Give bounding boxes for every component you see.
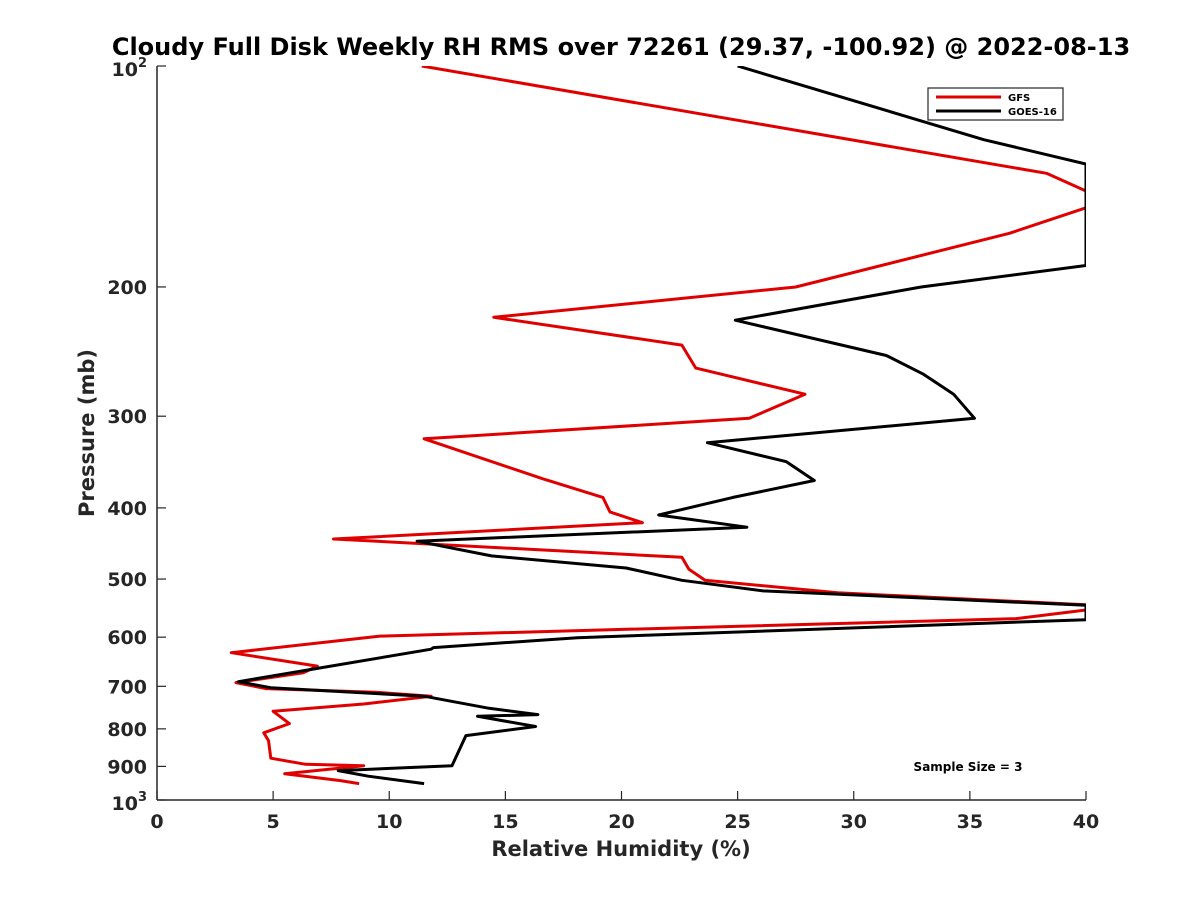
y-tick-label: 600 <box>107 627 147 649</box>
series-line-gfs <box>229 66 1086 786</box>
y-tick-label: 900 <box>107 756 147 778</box>
y-tick-label: 500 <box>107 569 147 591</box>
y-tick-label: 102 <box>112 56 148 81</box>
legend-entry-label: GFS <box>1008 93 1030 104</box>
axes: 0 5 10 15 20 25 30 35 40 102 200 300 400 500 600 700 800… <box>107 56 1099 833</box>
x-tick-label: 15 <box>492 811 518 833</box>
x-tick-label: 30 <box>841 811 867 833</box>
series-line-goes-16 <box>236 66 1086 786</box>
x-axis-label: Relative Humidity (%) <box>491 837 750 861</box>
y-tick-label: 700 <box>107 676 147 698</box>
y-tick-label: 800 <box>107 719 147 741</box>
y-tick-label: 200 <box>107 277 147 299</box>
x-tick-label: 25 <box>724 811 750 833</box>
legend-entry-label: GOES-16 <box>1008 107 1057 118</box>
legend-box <box>927 87 1064 121</box>
legend: GFS GOES-16 <box>927 87 1064 121</box>
y-axis-label: Pressure (mb) <box>75 349 99 517</box>
x-tick-label: 40 <box>1073 811 1099 833</box>
x-tick-label: 35 <box>957 811 983 833</box>
y-tick-label: 400 <box>107 498 147 520</box>
sample-size-annotation: Sample Size = 3 <box>914 760 1023 774</box>
series-layer <box>229 66 1086 786</box>
x-tick-label: 0 <box>150 811 163 833</box>
chart-title: Cloudy Full Disk Weekly RH RMS over 7226… <box>112 33 1130 61</box>
x-tick-label: 20 <box>608 811 634 833</box>
x-tick-label: 5 <box>267 811 280 833</box>
x-tick-label: 10 <box>376 811 402 833</box>
y-tick-label: 300 <box>107 406 147 428</box>
y-tick-label: 103 <box>112 790 148 815</box>
